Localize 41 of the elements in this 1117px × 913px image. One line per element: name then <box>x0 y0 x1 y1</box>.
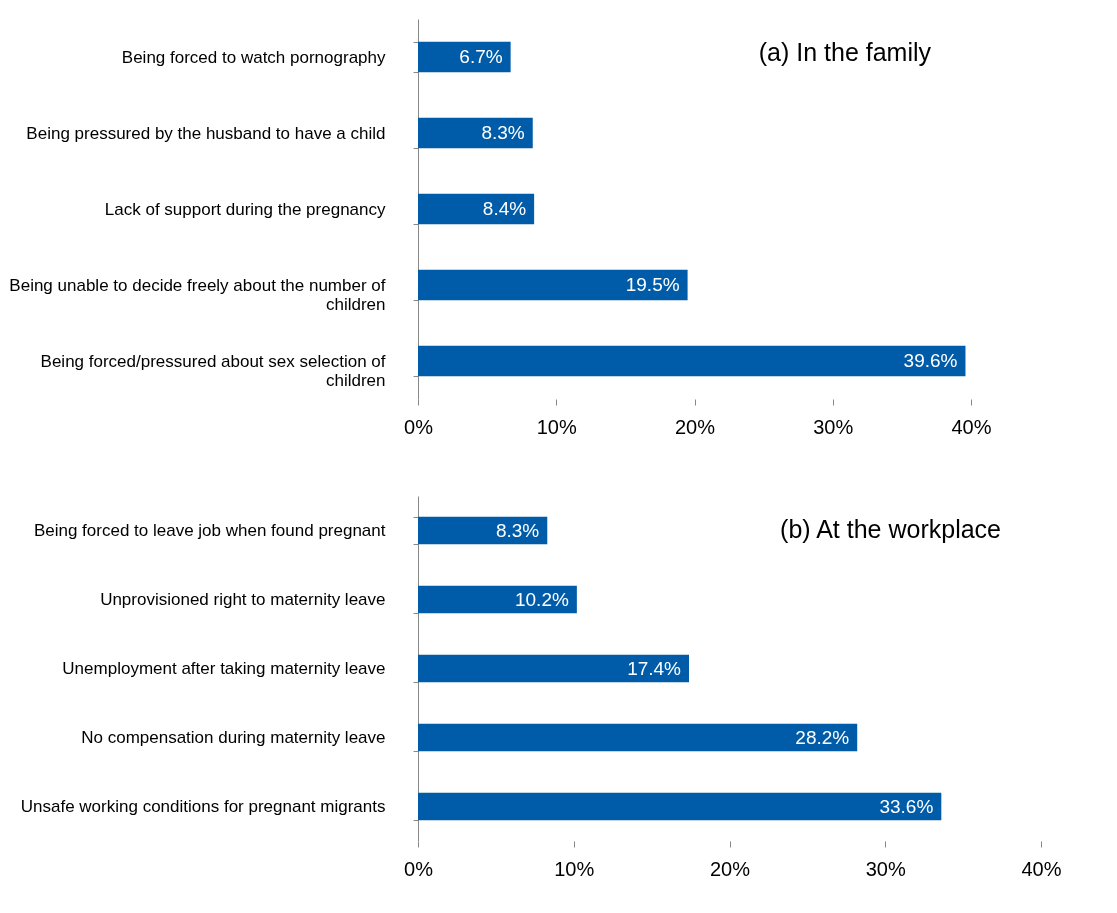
x-tick-label: 40% <box>1021 857 1062 880</box>
y-tick-label: Being forced to watch pornography <box>121 47 386 67</box>
bar <box>418 41 511 73</box>
x-tick-label: 40% <box>951 415 992 438</box>
data-label: 33.6% <box>879 795 934 817</box>
data-label: 39.6% <box>903 350 958 371</box>
data-label: 19.5% <box>625 274 680 295</box>
bar <box>418 723 858 752</box>
x-tick-label: 30% <box>865 857 906 880</box>
y-tick-label: Unprovisioned right to maternity leave <box>100 590 386 609</box>
text: (b) At the workplace <box>780 515 1002 543</box>
text: (a) In the family <box>758 38 932 66</box>
x-tick-label: 20% <box>674 415 716 438</box>
x-tick-label: 0% <box>404 857 434 880</box>
bar <box>418 792 942 821</box>
data-label: 28.2% <box>795 726 850 748</box>
y-tick-label: Unemployment after taking maternity leave <box>62 659 386 678</box>
x-tick-label: 0% <box>404 415 434 438</box>
data-label: 6.7% <box>459 46 503 67</box>
bar <box>418 345 966 377</box>
x-tick-label: 10% <box>536 415 577 438</box>
data-label: 8.4% <box>482 198 527 219</box>
y-tick-label: Being pressured by the husband to have a child <box>26 123 386 143</box>
y-tick-label: No compensation during maternity leave <box>81 728 386 747</box>
y-tick-label: Being unable to decide freely about the number of children <box>9 275 386 314</box>
data-label: 10.2% <box>514 588 569 610</box>
data-label: 8.3% <box>495 519 540 541</box>
x-tick-label: 10% <box>554 857 595 880</box>
y-tick-label: Unsafe working conditions for pregnant migrants <box>20 797 386 816</box>
bar <box>418 269 688 301</box>
data-label: 17.4% <box>627 657 682 679</box>
bar <box>418 193 535 225</box>
bar <box>418 585 577 614</box>
bar <box>418 117 533 149</box>
bar <box>418 654 689 683</box>
x-tick-label: 30% <box>813 415 854 438</box>
x-tick-label: 20% <box>709 857 751 880</box>
y-tick-label: Lack of support during the pregnancy <box>104 199 386 219</box>
data-label: 8.3% <box>481 122 525 143</box>
y-tick-label: Being forced/pressured about sex selection of children <box>40 351 386 390</box>
y-tick-label: Being forced to leave job when found pregnant <box>33 521 386 540</box>
